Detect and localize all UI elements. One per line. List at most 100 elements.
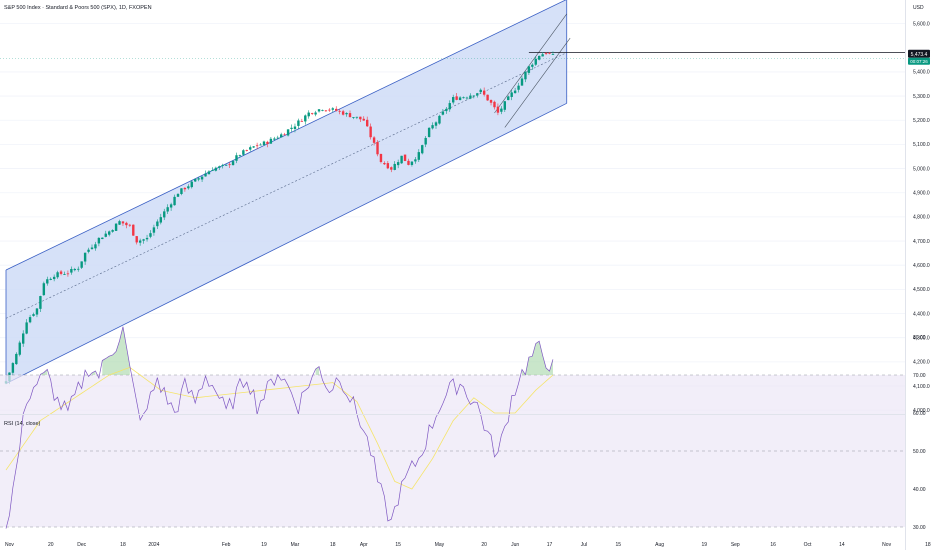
candle-body[interactable] [517,85,520,90]
channel-upper-line[interactable] [5,0,567,271]
candle-body[interactable] [465,97,469,99]
candle-body[interactable] [321,109,324,111]
candle-body[interactable] [200,176,204,180]
candle-body[interactable] [242,150,245,155]
candle-body[interactable] [176,194,180,197]
candle-body[interactable] [128,224,132,226]
candle-body[interactable] [211,170,214,171]
candle-body[interactable] [341,111,345,115]
candle-body[interactable] [231,161,235,166]
candle-body[interactable] [197,178,200,180]
candle-body[interactable] [52,276,56,280]
candle-body[interactable] [118,221,121,225]
candle-body[interactable] [328,109,331,111]
candle-body[interactable] [438,115,441,124]
candle-body[interactable] [403,154,407,161]
candle-body[interactable] [304,115,307,122]
candle-body[interactable] [46,279,49,284]
candle-body[interactable] [269,138,273,144]
candle-body[interactable] [83,252,87,262]
wedge-lower-line[interactable] [504,37,571,128]
candle-body[interactable] [538,55,541,60]
candle-body[interactable] [458,97,462,101]
candle-body[interactable] [108,231,111,235]
candle-body[interactable] [114,223,118,231]
candle-body[interactable] [266,141,269,144]
candle-body[interactable] [503,101,506,110]
candle-body[interactable] [500,108,503,112]
candle-body[interactable] [138,240,142,243]
candle-body[interactable] [135,236,138,243]
candle-body[interactable] [407,160,410,165]
candle-body[interactable] [121,221,125,224]
candle-body[interactable] [331,108,334,110]
candle-body[interactable] [400,155,403,164]
candle-body[interactable] [366,119,369,127]
candle-body[interactable] [317,109,321,112]
candle-body[interactable] [338,110,341,112]
candle-body[interactable] [111,230,114,232]
candle-body[interactable] [252,146,255,148]
candle-body[interactable] [527,66,531,73]
candle-body[interactable] [362,118,365,121]
candle-body[interactable] [97,237,101,244]
candle-body[interactable] [417,152,420,160]
candle-body[interactable] [486,94,489,101]
candle-body[interactable] [472,95,476,97]
time-axis[interactable]: Nov 20 Dec 18 2024 Feb 19 Mar 18 Apr 15 May 20 Jun 17 J… [5,542,931,548]
candle-body[interactable] [166,207,169,212]
candle-body[interactable] [534,58,537,65]
candle-body[interactable] [66,273,70,275]
candle-body[interactable] [462,97,465,99]
candle-body[interactable] [70,268,73,273]
candle-body[interactable] [489,100,493,103]
candle-body[interactable] [393,163,396,170]
candle-body[interactable] [80,261,83,268]
candle-body[interactable] [386,163,390,169]
candle-body[interactable] [224,164,228,166]
candle-body[interactable] [132,224,135,236]
candle-body[interactable] [56,272,59,278]
candle-body[interactable] [28,317,32,323]
candle-body[interactable] [448,103,451,110]
candle-body[interactable] [49,278,52,280]
candle-body[interactable] [218,166,221,168]
candle-body[interactable] [441,111,445,115]
candle-body[interactable] [355,116,359,118]
candle-body[interactable] [372,137,376,143]
candle-body[interactable] [180,188,183,194]
price-pane[interactable] [0,0,905,411]
candle-body[interactable] [87,249,90,252]
candle-body[interactable] [169,204,173,208]
candle-body[interactable] [396,162,400,166]
candle-body[interactable] [410,161,414,165]
candle-body[interactable] [125,222,128,226]
candle-body[interactable] [513,90,517,94]
candle-body[interactable] [482,90,486,95]
candle-body[interactable] [152,227,156,233]
candle-body[interactable] [183,187,187,190]
candle-body[interactable] [163,211,166,218]
candle-body[interactable] [104,233,107,237]
candle-body[interactable] [35,308,39,315]
candle-body[interactable] [245,150,248,151]
candle-body[interactable] [307,112,310,117]
candle-body[interactable] [314,112,317,115]
candle-body[interactable] [22,333,25,344]
candle-body[interactable] [421,145,424,154]
candle-body[interactable] [25,322,28,334]
candle-body[interactable] [427,127,431,137]
candle-body[interactable] [531,64,534,67]
candle-body[interactable] [255,145,259,147]
candle-body[interactable] [352,117,355,118]
wedge-upper-line[interactable] [494,13,567,114]
candle-body[interactable] [259,144,262,146]
candle-body[interactable] [11,363,15,373]
candle-body[interactable] [335,108,338,111]
candle-body[interactable] [383,162,386,165]
candle-body[interactable] [249,147,252,150]
candle-body[interactable] [262,141,266,145]
candle-body[interactable] [207,171,211,175]
candle-body[interactable] [204,173,207,177]
